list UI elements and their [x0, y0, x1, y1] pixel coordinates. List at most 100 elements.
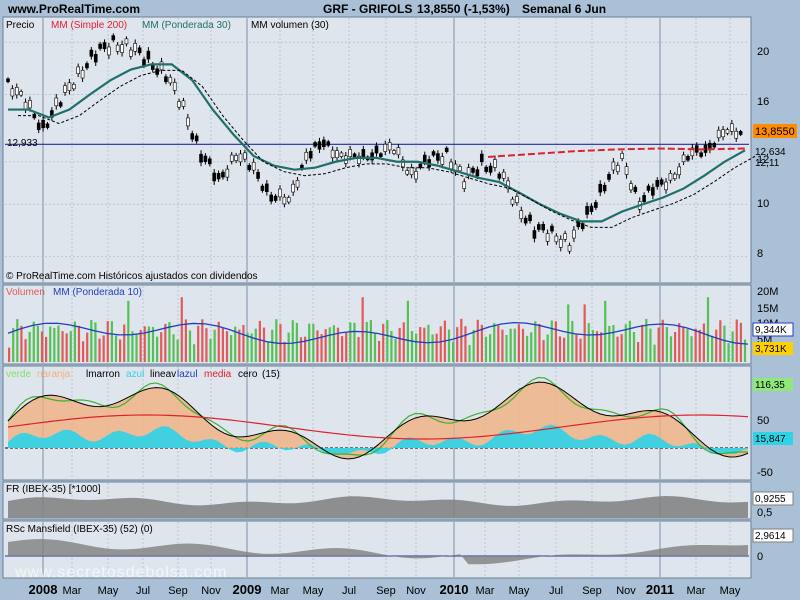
volume-bar	[706, 297, 710, 362]
price-candle-body	[133, 43, 138, 52]
price-candle-body	[269, 194, 274, 202]
volume-bar	[312, 323, 315, 362]
rsc-ytick: 0	[757, 551, 763, 563]
price-candle-body	[10, 88, 15, 97]
volume-bar	[320, 334, 323, 362]
fr-value: 0,9255	[755, 494, 786, 505]
volume-bar	[12, 327, 15, 362]
price-candle-body	[317, 141, 322, 150]
price-candle-body	[615, 165, 620, 172]
price-candle-body	[528, 214, 532, 222]
price-candle-body	[186, 117, 190, 127]
price-candle-body	[76, 66, 80, 74]
volume-bar	[632, 332, 636, 362]
volume-ytick: 20M	[757, 286, 778, 298]
price-candle-body	[541, 223, 546, 231]
price-candle-body	[286, 197, 291, 203]
price-candle-body	[585, 206, 589, 215]
price-candle-body	[335, 150, 339, 159]
volume-bar	[143, 326, 146, 362]
price-candle-body	[738, 131, 743, 135]
price-ytick: 8	[757, 248, 763, 260]
volume-bar	[427, 324, 430, 362]
volume-bar	[591, 329, 594, 362]
price-candle-body	[45, 123, 50, 128]
volume-bar	[258, 320, 261, 362]
volume-bar	[234, 326, 237, 362]
price-candle-body	[181, 100, 186, 107]
volume-bar	[86, 332, 89, 362]
volume-bar	[694, 328, 697, 362]
site-title[interactable]: www.ProRealTime.com	[7, 2, 140, 16]
price-candle-body	[712, 143, 717, 148]
macd-bottom-value: 15,847	[755, 434, 786, 445]
volume-bar	[402, 322, 405, 362]
price-candle-body	[146, 50, 151, 60]
volume-bar	[45, 336, 48, 362]
volume-bar	[727, 343, 730, 362]
volume-bar	[702, 323, 705, 362]
price-candle-body	[203, 155, 208, 162]
price-candle-body	[734, 130, 739, 139]
volume-bar	[184, 319, 187, 362]
volume-bar	[743, 339, 747, 362]
volume-bar	[32, 321, 35, 362]
price-candle-body	[725, 129, 730, 134]
volume-bar	[160, 332, 163, 362]
volume-bar	[583, 304, 586, 362]
price-candle-body	[273, 195, 278, 201]
volume-bar	[28, 331, 31, 362]
x-axis-tick-label: Nov	[406, 585, 426, 597]
volume-bar	[353, 322, 356, 362]
price-candle-body	[190, 133, 195, 140]
price-label-v2: 12,11	[755, 158, 780, 169]
price-candle-body	[515, 196, 519, 203]
macd-cyan-area	[8, 424, 748, 454]
price-candle-body	[225, 168, 230, 178]
price-candle-body	[558, 239, 563, 248]
price-candle-body	[449, 161, 453, 170]
volume-bar	[188, 330, 192, 362]
volume-bar	[357, 337, 360, 362]
price-candle-body	[164, 76, 168, 83]
price-candle-body	[308, 151, 313, 159]
volume-bar	[40, 331, 44, 362]
price-candle-body	[497, 173, 502, 179]
volume-bar	[304, 336, 307, 362]
x-axis-tick-label: Mar	[687, 585, 706, 597]
volume-bar	[151, 326, 155, 362]
price-candle-body	[251, 161, 256, 171]
volume-bar	[575, 333, 578, 362]
x-axis-tick-label: 2011	[646, 582, 674, 597]
price-candle-body	[589, 205, 594, 212]
price-candle-body	[330, 149, 335, 159]
volume-ma-legend: MM (Ponderada 10)	[53, 287, 142, 298]
volume-bar	[287, 332, 290, 362]
volume-bar	[336, 327, 340, 362]
volume-bar	[460, 318, 463, 362]
macd-black-line	[7, 381, 749, 460]
x-axis-tick-label: Nov	[201, 585, 221, 597]
price-candle-body	[291, 183, 295, 193]
price-candle-body	[673, 173, 677, 179]
volume-bar	[65, 333, 68, 362]
volume-bar	[567, 304, 570, 362]
volume-bar	[410, 331, 414, 362]
volume-bar	[131, 331, 134, 362]
price-candle-body	[620, 153, 624, 159]
volume-bar	[180, 297, 183, 362]
volume-bar	[435, 333, 438, 362]
volume-bar	[637, 342, 640, 362]
volume-bar	[390, 330, 393, 362]
price-candle-body	[6, 78, 10, 83]
price-candle-body	[339, 152, 344, 158]
volume-bar	[530, 332, 533, 362]
x-axis-tick-label: Nov	[616, 585, 636, 597]
sma200-line	[487, 147, 746, 158]
x-axis-tick-label: Jul	[549, 585, 563, 597]
volume-bar	[291, 320, 294, 362]
price-candle-body	[379, 153, 383, 157]
price-candle-body	[304, 152, 309, 161]
price-candle-body	[567, 245, 572, 252]
